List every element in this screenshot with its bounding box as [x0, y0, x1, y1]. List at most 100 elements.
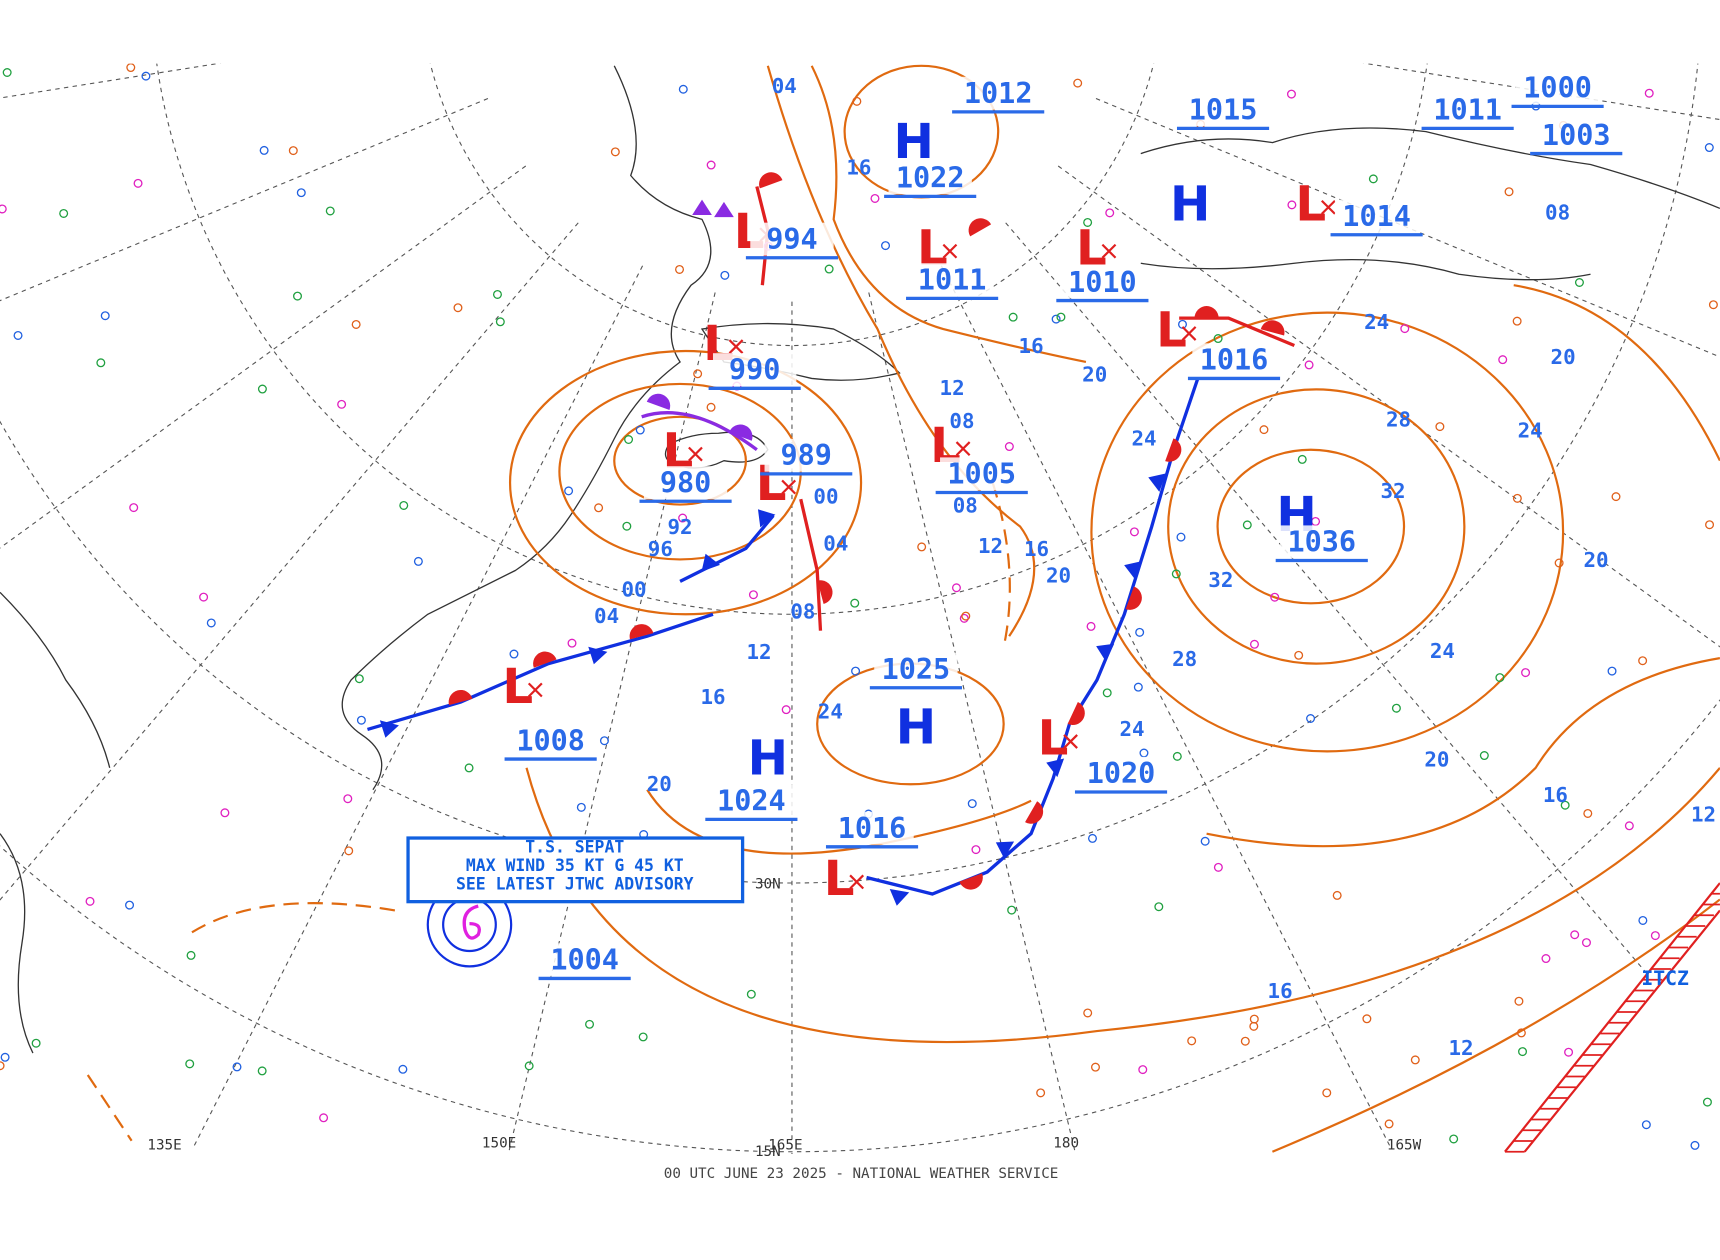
station-marker: [959, 613, 969, 623]
station-marker: [85, 896, 95, 906]
station-marker: [1304, 360, 1314, 370]
parallel: [429, 63, 1155, 346]
station-marker: [1514, 996, 1524, 1006]
station-marker: [1560, 800, 1570, 810]
longitude-label: 180: [1053, 1135, 1079, 1151]
pressure-bg: [542, 943, 627, 977]
station-marker: [1332, 890, 1342, 900]
isobar-label: 04: [772, 74, 797, 98]
station-marker: [564, 486, 574, 496]
station-marker: [1704, 143, 1714, 153]
isobar-label: 20: [1046, 563, 1071, 587]
isobar-label: 28: [1386, 408, 1411, 432]
station-marker: [1287, 200, 1297, 210]
station-marker: [344, 846, 354, 856]
station-marker: [325, 206, 335, 216]
pressure-bg: [830, 811, 914, 845]
isobar: [1271, 898, 1720, 1153]
station-marker: [1306, 714, 1316, 724]
itcz-band: [1504, 882, 1720, 1153]
station-marker: [1581, 938, 1591, 948]
station-marker: [870, 193, 880, 203]
station-marker: [1083, 217, 1093, 227]
front-triangle: [692, 199, 712, 215]
pressure-value: 1000: [1523, 72, 1592, 105]
front-triangle: [1096, 643, 1115, 662]
station-marker: [576, 802, 586, 812]
meridian: [0, 165, 527, 549]
station-marker: [1090, 1062, 1100, 1072]
storm-text: SEE LATEST JTWC ADVISORY: [456, 875, 694, 894]
front-triangle: [1148, 473, 1167, 492]
station-marker: [567, 638, 577, 648]
isobar-label: 12: [1449, 1036, 1474, 1060]
meridian: [1005, 222, 1648, 974]
station-marker: [0, 1061, 5, 1071]
meridian: [0, 63, 221, 99]
station-marker: [1008, 312, 1018, 322]
station-marker: [220, 808, 230, 818]
pressure-value: 1011: [918, 264, 987, 297]
pressure-value: 1014: [1342, 200, 1411, 233]
center-mark: [781, 479, 797, 495]
station-marker: [464, 763, 474, 773]
pressure-bg: [1515, 71, 1600, 105]
station-marker: [1249, 639, 1259, 649]
station-marker: [1176, 532, 1186, 542]
station-marker: [1297, 454, 1307, 464]
front-symbols: [379, 172, 1285, 906]
station-marker: [967, 799, 977, 809]
station-marker: [413, 556, 423, 566]
station-marker: [638, 1032, 648, 1042]
station-marker: [1570, 930, 1580, 940]
pressure-value: 1003: [1542, 119, 1611, 152]
station-marker: [1650, 931, 1660, 941]
station-marker: [125, 900, 135, 910]
isobar-label: 08: [953, 493, 978, 517]
center-symbol: L: [1295, 176, 1326, 232]
station-marker: [1171, 569, 1181, 579]
pressure-value: 1004: [550, 944, 619, 977]
front-semicircle: [448, 689, 473, 706]
isobar: [525, 767, 1720, 1044]
front-semicircle: [1194, 306, 1219, 319]
isobar: [86, 1074, 133, 1142]
station-marker: [1574, 278, 1584, 287]
station-marker: [781, 705, 791, 715]
front-semicircle: [968, 218, 992, 237]
pressure-value: 1016: [1200, 344, 1269, 377]
front-triangle: [1124, 561, 1142, 580]
station-marker: [509, 649, 519, 659]
front-triangle: [379, 720, 399, 738]
station-marker: [951, 583, 961, 593]
pressure-bg: [508, 723, 593, 757]
isobar-label: 24: [818, 699, 843, 723]
pressure-value: 1015: [1189, 94, 1258, 127]
station-marker: [186, 950, 196, 960]
center-mark: [849, 874, 865, 890]
station-marker: [585, 1019, 595, 1029]
meridian: [1057, 165, 1720, 648]
meridian: [940, 265, 1391, 1146]
front-triangle: [588, 646, 608, 665]
pressure-bg: [888, 161, 972, 195]
station-marker: [706, 160, 716, 170]
front-semicircle: [646, 393, 671, 410]
pressure-value: 1025: [882, 653, 951, 686]
isobar: [191, 902, 396, 934]
station-marker: [495, 317, 505, 327]
center-symbol: H: [896, 700, 936, 756]
front-triangle: [995, 841, 1015, 859]
occluded-front: [641, 411, 758, 452]
station-marker: [1187, 1036, 1197, 1046]
coastline: [341, 65, 712, 791]
pressure-bg: [1079, 756, 1163, 790]
pressure-value: 1008: [516, 724, 585, 757]
isobar: [1216, 448, 1406, 605]
station-marker: [354, 674, 364, 684]
station-marker: [133, 178, 143, 188]
station-marker: [1644, 88, 1654, 98]
center-symbol: L: [1038, 711, 1069, 767]
station-marker: [259, 145, 269, 155]
